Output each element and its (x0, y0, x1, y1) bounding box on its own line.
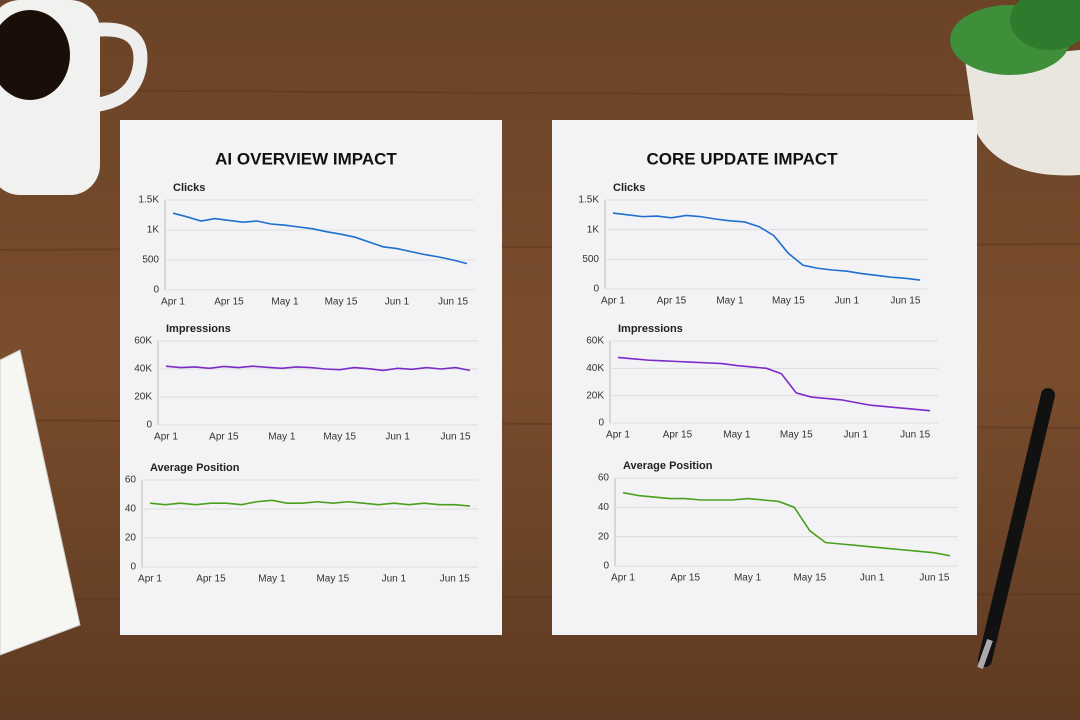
x-tick-label: May 15 (780, 430, 813, 441)
x-tick-label: May 15 (793, 573, 826, 584)
y-tick-label: 0 (153, 285, 159, 296)
x-tick-label: May 1 (268, 432, 296, 443)
paper-title: CORE UPDATE IMPACT (646, 149, 838, 168)
x-tick-label: Apr 15 (663, 430, 693, 441)
y-tick-label: 1K (147, 225, 160, 236)
x-tick-label: Jun 1 (860, 573, 885, 584)
chart-title: Clicks (613, 182, 645, 194)
y-tick-label: 0 (130, 562, 136, 573)
notebook (0, 349, 81, 656)
y-tick-label: 40K (586, 363, 604, 374)
x-tick-label: May 15 (325, 297, 358, 308)
x-tick-label: Apr 1 (601, 296, 625, 307)
paper-title: AI OVERVIEW IMPACT (215, 149, 397, 168)
y-tick-label: 40K (134, 364, 152, 375)
x-tick-label: May 15 (323, 432, 356, 443)
data-line (617, 356, 931, 412)
x-tick-label: Apr 15 (196, 574, 226, 585)
x-tick-label: Apr 1 (606, 430, 630, 441)
paper (552, 120, 977, 635)
x-tick-label: Jun 15 (440, 574, 470, 585)
y-tick-label: 60K (586, 336, 604, 347)
plant (950, 0, 1080, 176)
x-tick-label: May 15 (772, 296, 805, 307)
data-line (172, 212, 468, 265)
y-tick-label: 0 (603, 561, 609, 572)
x-tick-label: Apr 15 (671, 573, 701, 584)
x-tick-label: Apr 1 (154, 432, 178, 443)
y-tick-label: 0 (146, 420, 152, 431)
y-tick-label: 1.5K (578, 195, 599, 206)
x-tick-label: May 1 (716, 296, 744, 307)
y-tick-label: 40 (125, 504, 137, 515)
x-tick-label: Jun 1 (385, 297, 410, 308)
data-line (165, 365, 471, 372)
paper (120, 120, 502, 635)
x-tick-label: Jun 1 (843, 430, 868, 441)
x-tick-label: Jun 15 (919, 573, 949, 584)
data-line (622, 491, 951, 557)
y-tick-label: 500 (142, 255, 159, 266)
x-tick-label: Apr 1 (138, 574, 162, 585)
y-tick-label: 20K (586, 390, 604, 401)
y-tick-label: 0 (593, 284, 599, 295)
y-tick-label: 20K (134, 392, 152, 403)
y-tick-label: 0 (598, 418, 604, 429)
y-tick-label: 20 (598, 531, 610, 542)
x-tick-label: May 1 (723, 430, 751, 441)
x-tick-label: Jun 15 (438, 297, 468, 308)
x-tick-label: May 15 (316, 574, 349, 585)
data-line (149, 499, 471, 507)
y-tick-label: 1K (587, 224, 600, 235)
x-tick-label: Jun 15 (890, 296, 920, 307)
data-line (612, 212, 921, 281)
x-tick-label: Jun 1 (835, 296, 860, 307)
chart-title: Average Position (623, 460, 713, 472)
chart-title: Clicks (173, 182, 205, 194)
x-tick-label: Apr 1 (161, 297, 185, 308)
x-tick-label: Jun 15 (441, 432, 471, 443)
y-tick-label: 1.5K (138, 195, 159, 206)
x-tick-label: May 1 (734, 573, 762, 584)
x-tick-label: May 1 (271, 297, 299, 308)
x-tick-label: Jun 1 (385, 432, 410, 443)
y-tick-label: 40 (598, 502, 610, 513)
chart-title: Impressions (618, 323, 683, 335)
pen (977, 388, 1055, 670)
y-tick-label: 500 (582, 254, 599, 265)
x-tick-label: Apr 1 (611, 573, 635, 584)
x-tick-label: May 1 (258, 574, 286, 585)
coffee-mug (0, 0, 148, 195)
x-tick-label: Jun 1 (382, 574, 407, 585)
x-tick-label: Jun 15 (900, 430, 930, 441)
y-tick-label: 60 (598, 473, 610, 484)
y-tick-label: 20 (125, 533, 137, 544)
y-tick-label: 60K (134, 336, 152, 347)
y-tick-label: 60 (125, 475, 137, 486)
x-tick-label: Apr 15 (214, 297, 244, 308)
chart-title: Impressions (166, 323, 231, 335)
x-tick-label: Apr 15 (657, 296, 687, 307)
x-tick-label: Apr 15 (209, 432, 239, 443)
chart-title: Average Position (150, 462, 240, 474)
